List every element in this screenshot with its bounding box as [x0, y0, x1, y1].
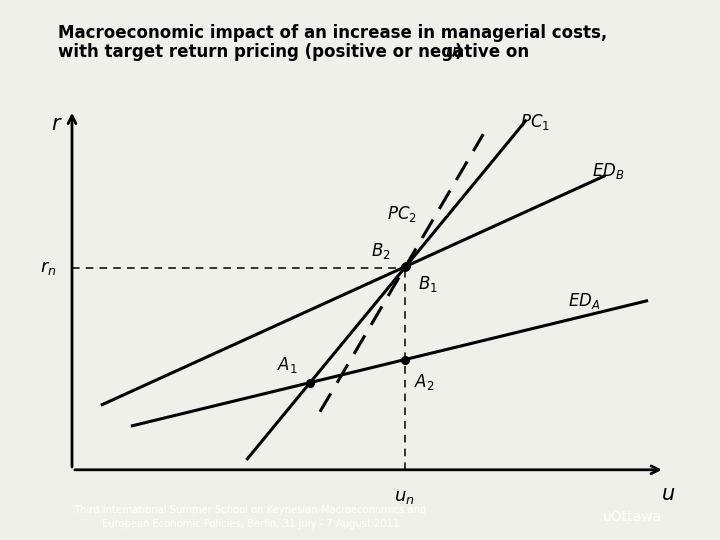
Text: uOttawa: uOttawa	[603, 510, 662, 524]
Text: Macroeconomic impact of an increase in managerial costs,: Macroeconomic impact of an increase in m…	[58, 24, 607, 42]
Text: $ED_A$: $ED_A$	[568, 291, 600, 311]
Text: ): )	[455, 43, 462, 61]
Text: $PC_1$: $PC_1$	[520, 112, 549, 132]
Text: $u_n$: $u_n$	[395, 488, 415, 506]
Text: $B_1$: $B_1$	[418, 274, 438, 294]
Text: $A_2$: $A_2$	[414, 373, 434, 393]
Text: $r$: $r$	[51, 113, 63, 133]
Text: $ED_B$: $ED_B$	[592, 160, 625, 180]
Text: $PC_2$: $PC_2$	[387, 204, 417, 224]
Text: $B_2$: $B_2$	[371, 241, 390, 261]
Text: $\mathit{u}$: $\mathit{u}$	[445, 43, 456, 61]
Text: Third International Summer School on Keynesian Macroeconomics and
European Econo: Third International Summer School on Key…	[74, 505, 426, 529]
Text: with target return pricing (positive or negative on: with target return pricing (positive or …	[58, 43, 534, 61]
Text: $A_1$: $A_1$	[277, 355, 298, 375]
Text: $u$: $u$	[660, 484, 675, 504]
Text: $r_n$: $r_n$	[40, 259, 57, 277]
